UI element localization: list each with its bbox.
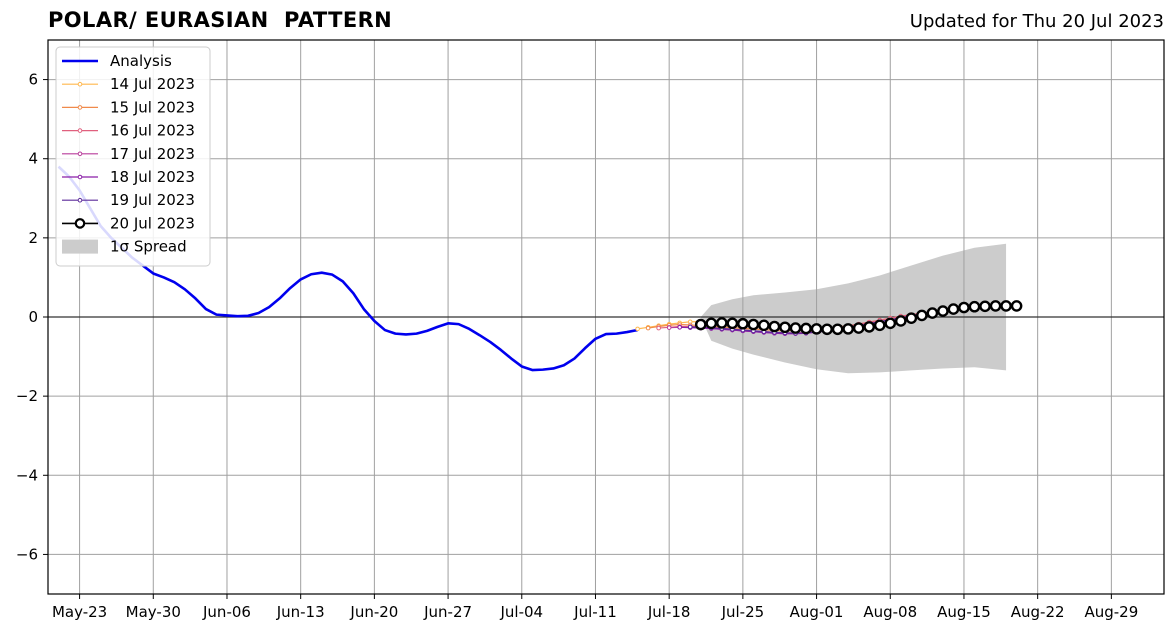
legend-item: 18 Jul 2023 xyxy=(62,168,195,186)
legend-swatch xyxy=(62,239,98,254)
forecast-series-group xyxy=(635,300,1023,336)
legend-item: 15 Jul 2023 xyxy=(62,98,195,116)
forecast-marker xyxy=(747,318,760,331)
forecast-marker xyxy=(726,317,739,330)
x-tick-label: May-23 xyxy=(52,603,107,621)
y-tick-label: 6 xyxy=(28,71,38,89)
forecast-marker xyxy=(758,319,770,332)
legend-marker xyxy=(77,105,83,110)
legend-item: 14 Jul 2023 xyxy=(62,75,195,93)
x-tick-label: Jul-18 xyxy=(647,603,691,621)
forecast-marker xyxy=(694,318,707,331)
forecast-marker xyxy=(656,325,661,331)
x-tick-label: Aug-08 xyxy=(863,603,917,621)
legend-marker xyxy=(74,218,86,229)
analysis-line xyxy=(57,165,638,372)
x-tick-label: Jul-04 xyxy=(499,603,543,621)
legend-box xyxy=(55,46,211,267)
spread-band xyxy=(700,243,1007,374)
x-tick-label: Aug-01 xyxy=(790,603,844,621)
forecast-marker xyxy=(916,309,928,322)
forecast-marker xyxy=(926,307,939,319)
forecast-series xyxy=(694,300,1023,336)
forecast-marker xyxy=(635,326,640,332)
x-tick-label: Jul-25 xyxy=(721,603,765,621)
forecast-marker xyxy=(737,317,749,330)
legend-marker xyxy=(77,151,83,157)
legend-marker xyxy=(77,197,83,203)
legend-label: 17 Jul 2023 xyxy=(110,145,195,163)
forecast-marker xyxy=(1010,300,1023,312)
spread-band-group xyxy=(700,243,1007,374)
axes-group: May-23 May-30 Jun-06 Jun-13 Jun-20 Jun-27 Jul-… xyxy=(16,39,1165,621)
legend-label: 16 Jul 2023 xyxy=(110,122,195,140)
chart-title: POLAR/ EURASIAN PATTERN xyxy=(48,8,393,32)
x-tick-label: Aug-29 xyxy=(1084,603,1138,621)
y-tick-label: 4 xyxy=(28,150,38,168)
x-tick-label: Aug-15 xyxy=(937,603,991,621)
x-tick-label: Aug-22 xyxy=(1011,603,1065,621)
updated-date: Updated for Thu 20 Jul 2023 xyxy=(909,11,1164,32)
legend-marker xyxy=(77,128,83,133)
x-tick-label: May-30 xyxy=(126,603,181,621)
forecast-marker xyxy=(937,305,949,317)
forecast-marker xyxy=(863,321,876,333)
forecast-marker xyxy=(884,317,897,330)
legend-item: 16 Jul 2023 xyxy=(62,122,195,140)
forecast-marker xyxy=(645,325,651,331)
y-tick-label: −2 xyxy=(16,387,38,405)
y-tick-label: 2 xyxy=(28,229,38,247)
y-tick-label: 0 xyxy=(28,308,38,326)
forecast-marker xyxy=(666,325,672,330)
forecast-marker xyxy=(842,323,854,335)
legend-label: 1σ Spread xyxy=(110,238,187,256)
legend-item: 19 Jul 2023 xyxy=(62,191,195,209)
forecast-marker xyxy=(789,322,802,334)
legend-item: 20 Jul 2023 xyxy=(62,214,195,232)
legend-label: 20 Jul 2023 xyxy=(110,214,195,232)
forecast-marker xyxy=(958,301,970,314)
x-tick-label: Jun-06 xyxy=(202,603,251,621)
legend-item: Analysis xyxy=(62,52,172,70)
legend-item: 17 Jul 2023 xyxy=(62,145,195,163)
legend-label: Analysis xyxy=(110,52,172,70)
x-tick-label: Jun-27 xyxy=(423,603,472,621)
y-tick-label: −6 xyxy=(16,545,38,563)
legend: Analysis 14 Jul 2023 15 Jul 2023 16 Jul 202… xyxy=(55,46,211,267)
legend-label: 14 Jul 2023 xyxy=(110,75,195,93)
y-tick-label: −4 xyxy=(16,466,38,484)
forecast-marker xyxy=(947,303,960,315)
legend-label: 18 Jul 2023 xyxy=(110,168,195,186)
x-tick-label: Jul-11 xyxy=(573,603,617,621)
forecast-marker xyxy=(1000,300,1012,312)
forecast-marker xyxy=(905,312,918,324)
grid-group xyxy=(48,40,1164,594)
legend-label: 19 Jul 2023 xyxy=(110,191,195,209)
forecast-marker xyxy=(705,317,718,330)
forecast-marker xyxy=(821,323,833,336)
forecast-marker xyxy=(687,324,693,330)
legend-marker xyxy=(77,174,83,180)
forecast-marker xyxy=(677,324,682,330)
forecast-marker xyxy=(873,319,886,332)
analysis-series-group xyxy=(57,165,638,372)
forecast-marker xyxy=(800,322,812,335)
x-tick-label: Jun-13 xyxy=(276,603,325,621)
legend-label: 15 Jul 2023 xyxy=(110,98,195,116)
forecast-marker xyxy=(810,323,823,335)
forecast-marker xyxy=(894,315,907,327)
forecast-marker xyxy=(968,300,981,313)
forecast-marker xyxy=(768,320,781,333)
forecast-marker xyxy=(716,317,728,329)
legend-marker xyxy=(77,81,83,87)
forecast-marker xyxy=(989,300,1002,312)
forecast-marker xyxy=(779,321,791,334)
legend-item: 1σ Spread xyxy=(62,238,187,256)
forecast-marker xyxy=(979,300,991,313)
forecast-marker xyxy=(831,323,844,336)
forecast-marker xyxy=(852,322,865,334)
x-tick-label: Jun-20 xyxy=(349,603,398,621)
